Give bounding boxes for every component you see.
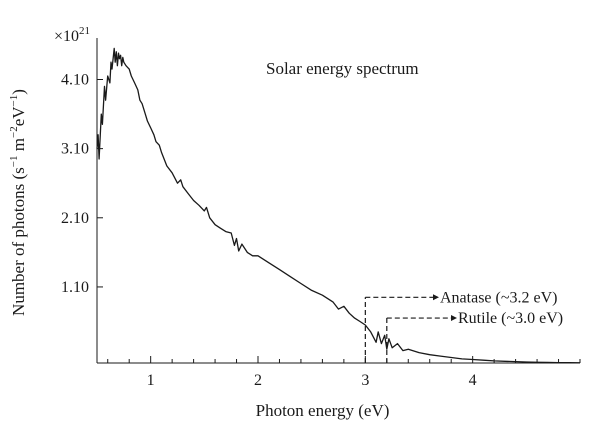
annotation-arrowhead xyxy=(451,315,457,322)
axes xyxy=(96,38,580,364)
chart-title: Solar energy spectrum xyxy=(266,59,419,78)
x-tick-label: 3 xyxy=(361,372,369,389)
y-tick-label: 4.10 xyxy=(61,71,89,88)
y-axis-title-sup: −1 xyxy=(8,155,20,167)
y-axis-title-sup: −2 xyxy=(8,126,20,138)
annotation-label: Rutile (~3.0 eV) xyxy=(458,310,563,327)
y-tick-label: 1.10 xyxy=(61,279,89,296)
y-multiplier-exponent: 21 xyxy=(79,25,90,37)
y-axis-title-part: m xyxy=(9,138,28,155)
y-axis-title-part: eV xyxy=(9,106,28,127)
series-line xyxy=(96,47,581,364)
y-axis-title-part: Number of photons (s xyxy=(9,167,28,316)
x-tick-label: 1 xyxy=(147,372,155,389)
y-axis-title-sup: −1 xyxy=(8,95,20,107)
y-axis-title: Number of photons (s−1 m−2eV−1) xyxy=(8,89,28,316)
y-axis-title-part: ) xyxy=(9,89,28,95)
y-tick-label: 2.10 xyxy=(61,210,89,227)
annotation-arrowhead xyxy=(433,294,439,301)
y-multiplier-label: ×1021 xyxy=(54,25,90,45)
x-axis-title: Photon energy (eV) xyxy=(256,401,390,420)
y-multiplier-base: ×10 xyxy=(54,28,79,45)
series-group xyxy=(96,47,581,364)
y-tick-label: 3.10 xyxy=(61,141,89,158)
annotations: Anatase (~3.2 eV) Rutile (~3.0 eV) xyxy=(364,289,563,363)
ticks: 1 2 3 4 1.10 2.10 3.10 4.10 xyxy=(61,71,581,389)
x-tick-label: 4 xyxy=(469,372,477,389)
annotation-label: Anatase (~3.2 eV) xyxy=(440,289,558,306)
x-tick-label: 2 xyxy=(254,372,262,389)
